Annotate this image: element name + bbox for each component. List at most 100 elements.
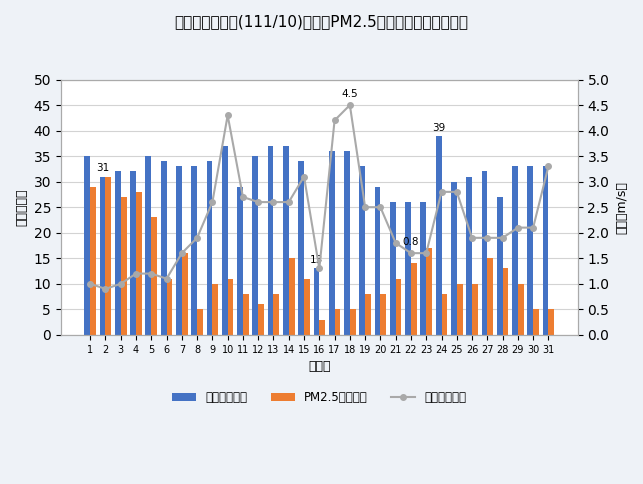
Bar bbox=[497, 197, 503, 335]
Bar bbox=[411, 263, 417, 335]
Bar bbox=[151, 217, 157, 335]
Text: 0.8: 0.8 bbox=[403, 237, 419, 247]
X-axis label: 日　期: 日 期 bbox=[308, 360, 331, 373]
Line: 風速日平均值: 風速日平均值 bbox=[87, 102, 551, 292]
Text: 39: 39 bbox=[432, 122, 445, 133]
Bar bbox=[487, 258, 493, 335]
Bar bbox=[283, 146, 289, 335]
Bar bbox=[381, 294, 386, 335]
Bar bbox=[115, 171, 121, 335]
Bar bbox=[237, 187, 243, 335]
風速日平均值 bbox=[194, 235, 201, 241]
風速日平均值 bbox=[117, 281, 125, 287]
風速日平均值 bbox=[545, 164, 552, 169]
Bar bbox=[212, 284, 218, 335]
Bar bbox=[405, 202, 411, 335]
Bar bbox=[161, 161, 167, 335]
Bar bbox=[457, 284, 462, 335]
風速日平均值 bbox=[407, 250, 415, 256]
風速日平均值 bbox=[208, 199, 216, 205]
Bar bbox=[267, 146, 273, 335]
風速日平均值 bbox=[285, 199, 293, 205]
風速日平均值 bbox=[361, 204, 369, 210]
Bar bbox=[273, 294, 279, 335]
Text: 環保署彰化測站(111/10)臭氧、PM2.5與風速日平均值趨勢圖: 環保署彰化測站(111/10)臭氧、PM2.5與風速日平均值趨勢圖 bbox=[174, 15, 469, 30]
Bar bbox=[176, 166, 182, 335]
Bar bbox=[548, 309, 554, 335]
Y-axis label: 座標軸標題: 座標軸標題 bbox=[15, 188, 28, 226]
Bar bbox=[289, 258, 294, 335]
Bar bbox=[518, 284, 523, 335]
Bar bbox=[206, 161, 212, 335]
Bar bbox=[304, 279, 310, 335]
風速日平均值 bbox=[346, 102, 354, 108]
Text: 4.5: 4.5 bbox=[341, 89, 358, 99]
Bar bbox=[421, 202, 426, 335]
風速日平均值 bbox=[269, 199, 277, 205]
Bar bbox=[543, 166, 548, 335]
風速日平均值 bbox=[514, 225, 521, 230]
風速日平均值 bbox=[331, 118, 338, 123]
風速日平均值 bbox=[86, 281, 94, 287]
Bar bbox=[84, 156, 90, 335]
Legend: 臭氧日平均值, PM2.5日平均值, 風速日平均值: 臭氧日平均值, PM2.5日平均值, 風速日平均值 bbox=[168, 387, 471, 409]
Bar bbox=[105, 177, 111, 335]
Bar bbox=[533, 309, 539, 335]
Bar bbox=[121, 197, 127, 335]
Bar bbox=[359, 166, 365, 335]
Bar bbox=[503, 269, 509, 335]
Bar bbox=[390, 202, 395, 335]
Bar bbox=[90, 187, 96, 335]
Bar bbox=[320, 319, 325, 335]
Bar bbox=[466, 177, 472, 335]
風速日平均值 bbox=[300, 174, 308, 180]
Bar bbox=[182, 253, 188, 335]
風速日平均值 bbox=[147, 271, 155, 276]
Bar bbox=[298, 161, 304, 335]
Bar bbox=[512, 166, 518, 335]
Bar bbox=[253, 156, 258, 335]
Bar bbox=[426, 248, 432, 335]
Bar bbox=[451, 182, 457, 335]
風速日平均值 bbox=[438, 189, 446, 195]
Bar bbox=[365, 294, 371, 335]
Bar bbox=[375, 187, 381, 335]
Bar bbox=[131, 171, 136, 335]
風速日平均值 bbox=[102, 286, 109, 292]
風速日平均值 bbox=[224, 112, 231, 118]
風速日平均值 bbox=[422, 250, 430, 256]
風速日平均值 bbox=[316, 266, 323, 272]
Bar bbox=[258, 304, 264, 335]
風速日平均值 bbox=[453, 189, 460, 195]
風速日平均值 bbox=[529, 225, 537, 230]
Bar bbox=[167, 279, 172, 335]
Bar bbox=[334, 309, 340, 335]
Text: 13: 13 bbox=[310, 256, 323, 265]
Bar bbox=[314, 269, 320, 335]
風速日平均值 bbox=[499, 235, 507, 241]
Bar bbox=[344, 151, 350, 335]
Text: 31: 31 bbox=[96, 164, 109, 173]
風速日平均值 bbox=[132, 271, 140, 276]
Bar bbox=[482, 171, 487, 335]
Bar bbox=[136, 192, 142, 335]
Bar bbox=[329, 151, 334, 335]
Bar bbox=[100, 177, 105, 335]
風速日平均值 bbox=[163, 276, 170, 282]
風速日平均值 bbox=[239, 194, 247, 200]
風速日平均值 bbox=[178, 250, 186, 256]
Bar bbox=[145, 156, 151, 335]
風速日平均值 bbox=[392, 240, 399, 246]
Bar bbox=[436, 136, 442, 335]
Bar bbox=[222, 146, 228, 335]
風速日平均值 bbox=[484, 235, 491, 241]
Y-axis label: 風速（m/s）: 風速（m/s） bbox=[615, 181, 628, 234]
Bar bbox=[472, 284, 478, 335]
Bar bbox=[228, 279, 233, 335]
Bar bbox=[350, 309, 356, 335]
Bar bbox=[527, 166, 533, 335]
風速日平均值 bbox=[468, 235, 476, 241]
Bar bbox=[395, 279, 401, 335]
Bar bbox=[197, 309, 203, 335]
風速日平均值 bbox=[255, 199, 262, 205]
